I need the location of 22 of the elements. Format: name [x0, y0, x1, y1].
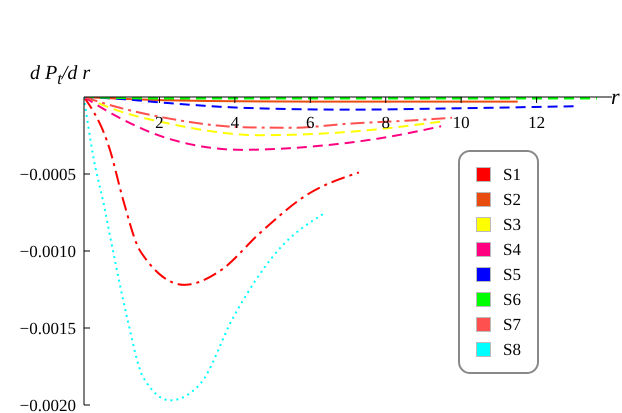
- y-tick-label: −0.0020: [20, 396, 76, 413]
- line-series: [84, 97, 442, 151]
- legend-label: S3: [503, 214, 521, 234]
- y-tick-label: −0.0015: [20, 319, 76, 338]
- legend-label: S8: [503, 340, 521, 360]
- legend-label: S6: [503, 290, 521, 310]
- x-tick-label: 10: [452, 113, 470, 132]
- y-tick-label: −0.0010: [20, 242, 76, 261]
- line-series: [84, 97, 454, 129]
- legend-label: S7: [503, 314, 521, 334]
- line-series: [84, 97, 360, 286]
- x-tick-label: 2: [155, 113, 164, 132]
- x-tick-label: 12: [528, 113, 546, 132]
- y-axis-title: d P$_{t}$/d r: [30, 62, 90, 88]
- legend-label: S5: [503, 264, 521, 284]
- x-axis-title: r: [611, 84, 620, 109]
- legend-label: S1: [503, 164, 521, 184]
- legend-label: S4: [503, 240, 521, 260]
- y-tick-label: −0.0005: [20, 165, 76, 184]
- x-tick-label: 6: [306, 113, 315, 132]
- legend-label: S2: [503, 190, 521, 210]
- x-tick-label: 4: [230, 113, 240, 132]
